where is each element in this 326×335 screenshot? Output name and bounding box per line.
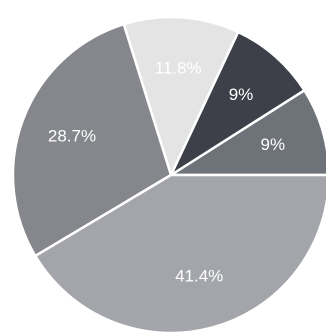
pie-slice-2 [122, 15, 240, 177]
pie-slice-label-4: 41.4% [175, 267, 223, 286]
pie-slice-label-0: 9% [261, 135, 286, 154]
pie-slice-label-3: 28.7% [48, 127, 96, 146]
pie-slice-label-1: 9% [229, 85, 254, 104]
pie-slice-1 [169, 30, 306, 177]
pie-slice-label-2: 11.8% [155, 59, 202, 78]
pie-slice-0 [169, 89, 326, 177]
pie-slices [11, 15, 326, 335]
pie-labels: 9% 9% 11.8% 28.7% 41.4% [48, 59, 285, 286]
pie-slice-4 [34, 173, 326, 335]
